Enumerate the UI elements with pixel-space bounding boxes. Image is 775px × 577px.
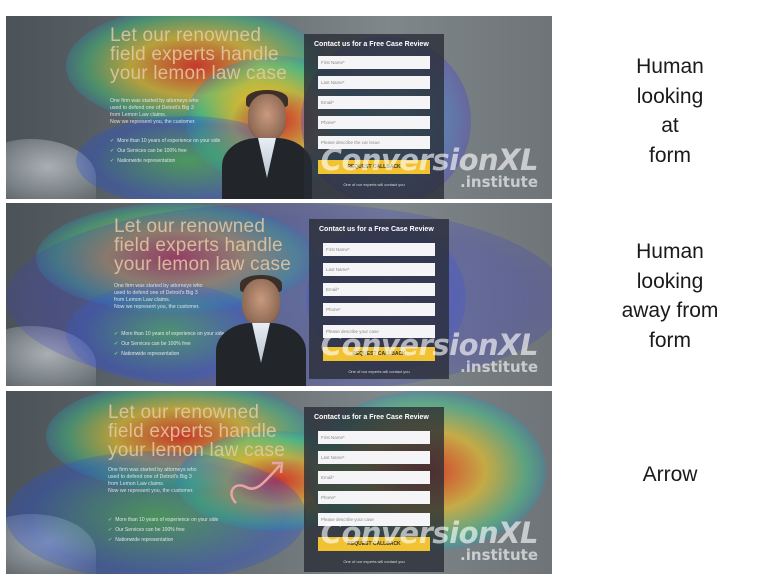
contact-form: Contact us for a Free Case Review First … <box>304 34 444 199</box>
bullet-item: ✔ Our Services can be 100% free <box>114 341 191 347</box>
bullet-item: ✔ Nationwide representation <box>110 158 176 164</box>
bullet-list: ✔ More than 10 years of experience on you… <box>108 517 218 547</box>
bullet-item: ✔ Nationwide representation <box>114 351 180 357</box>
check-icon: ✔ <box>108 537 113 543</box>
body-text: One firm was started by attorneys who us… <box>110 98 199 125</box>
phone-field[interactable]: Phone* <box>318 491 430 504</box>
form-note: One of our experts will contact you <box>348 369 410 374</box>
last-name-field[interactable]: Last Name* <box>323 263 435 276</box>
check-icon: ✔ <box>108 527 113 533</box>
bullet-item: ✔ Our Services can be 100% free <box>108 527 185 533</box>
bullet-item: ✔ More than 10 years of experience on you… <box>108 517 219 523</box>
contact-form: Contact us for a Free Case Review First … <box>304 407 444 572</box>
last-name-field[interactable]: Last Name* <box>318 76 430 89</box>
heatmap-panel-looking-away: Let our renowned field experts handle yo… <box>6 203 552 386</box>
body-text: One firm was started by attorneys who us… <box>108 467 197 494</box>
phone-field[interactable]: Phone* <box>323 303 435 316</box>
check-icon: ✔ <box>110 138 115 144</box>
car-image <box>6 514 96 574</box>
heatmap-panel-arrow: Let our renowned field experts handle yo… <box>6 391 552 574</box>
last-name-field[interactable]: Last Name* <box>318 451 430 464</box>
caption-looking-at-form: Human looking at form <box>636 55 704 167</box>
email-field[interactable]: Email* <box>318 96 430 109</box>
check-icon: ✔ <box>110 148 115 154</box>
request-callback-button[interactable]: REQUEST CALLBACK <box>318 537 430 551</box>
first-name-field[interactable]: First Name* <box>323 243 435 256</box>
form-note: One of our experts will contact you <box>343 559 405 564</box>
description-field[interactable]: Please describe the car issue <box>318 136 430 149</box>
headline: Let our renowned field experts handle yo… <box>108 402 285 461</box>
email-field[interactable]: Email* <box>323 283 435 296</box>
request-callback-button[interactable]: REQUEST CALLBACK <box>318 160 430 174</box>
first-name-field[interactable]: First Name* <box>318 56 430 69</box>
check-icon: ✔ <box>114 331 119 337</box>
description-field[interactable]: Please describe your case <box>323 325 435 338</box>
watermark: ConversionXL .institute <box>320 516 539 564</box>
description-field[interactable]: Please describe your case <box>318 513 430 526</box>
request-callback-button[interactable]: REQUEST CALLBACK <box>323 347 435 361</box>
bullet-item: ✔ More than 10 years of experience on you… <box>114 331 225 337</box>
bullet-list: ✔ More than 10 years of experience on you… <box>114 331 224 361</box>
form-title: Contact us for a Free Case Review <box>319 226 434 233</box>
caption-arrow: Arrow <box>642 463 698 486</box>
car-image <box>6 326 96 386</box>
bullet-item: ✔ Nationwide representation <box>108 537 174 543</box>
person-image <box>216 275 306 386</box>
phone-field[interactable]: Phone* <box>318 116 430 129</box>
bullet-list: ✔ More than 10 years of experience on you… <box>110 138 220 168</box>
headline: Let our renowned field experts handle yo… <box>114 216 291 275</box>
check-icon: ✔ <box>108 517 113 523</box>
email-field[interactable]: Email* <box>318 471 430 484</box>
heatmap-panel-looking-at-form: Let our renowned field experts handle yo… <box>6 16 552 199</box>
bullet-item: ✔ More than 10 years of experience on you… <box>110 138 221 144</box>
arrow-icon <box>230 461 284 504</box>
caption-looking-away: Human looking away from form <box>621 240 719 352</box>
person-image <box>222 90 312 199</box>
body-text: One firm was started by attorneys who us… <box>114 283 203 310</box>
form-note: One of our experts will contact you <box>343 182 405 187</box>
check-icon: ✔ <box>110 158 115 164</box>
bullet-item: ✔ Our Services can be 100% free <box>110 148 187 154</box>
check-icon: ✔ <box>114 351 119 357</box>
form-title: Contact us for a Free Case Review <box>314 414 429 421</box>
first-name-field[interactable]: First Name* <box>318 431 430 444</box>
watermark: ConversionXL .institute <box>320 328 539 376</box>
contact-form: Contact us for a Free Case Review First … <box>309 219 449 379</box>
watermark: ConversionXL .institute <box>320 143 539 191</box>
car-image <box>6 139 96 199</box>
form-title: Contact us for a Free Case Review <box>314 41 429 48</box>
check-icon: ✔ <box>114 341 119 347</box>
headline: Let our renowned field experts handle yo… <box>110 25 287 84</box>
